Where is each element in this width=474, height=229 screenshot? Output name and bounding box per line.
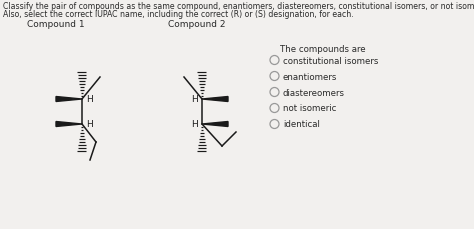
Text: identical: identical: [283, 120, 320, 129]
Text: diastereomers: diastereomers: [283, 88, 345, 97]
Polygon shape: [202, 122, 228, 127]
Text: The compounds are: The compounds are: [280, 45, 365, 54]
Text: Also, select the correct IUPAC name, including the correct (R) or (S) designatio: Also, select the correct IUPAC name, inc…: [3, 10, 354, 19]
Polygon shape: [56, 97, 82, 102]
Text: H: H: [191, 120, 198, 129]
Text: H: H: [191, 95, 198, 104]
Polygon shape: [56, 122, 82, 127]
Text: H: H: [86, 120, 93, 129]
Text: Classify the pair of compounds as the same compound, enantiomers, diastereomers,: Classify the pair of compounds as the sa…: [3, 2, 474, 11]
Text: Compound 1: Compound 1: [27, 20, 85, 29]
Text: not isomeric: not isomeric: [283, 104, 337, 113]
Text: enantiomers: enantiomers: [283, 72, 337, 81]
Polygon shape: [202, 97, 228, 102]
Text: constitutional isomers: constitutional isomers: [283, 56, 378, 65]
Text: Compound 2: Compound 2: [168, 20, 226, 29]
Text: H: H: [86, 95, 93, 104]
